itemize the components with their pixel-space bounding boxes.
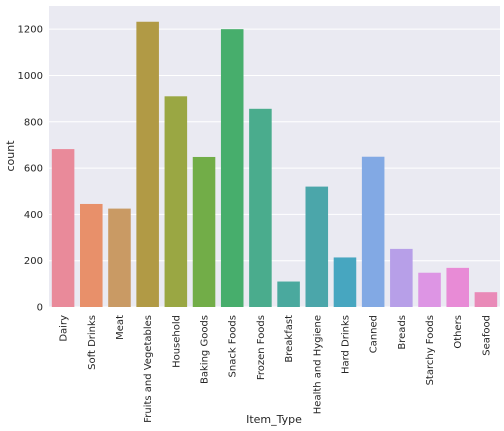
x-tick-label: Canned (369, 315, 380, 353)
bar (418, 272, 441, 307)
bar (108, 208, 131, 307)
x-tick-label: Fruits and Vegetables (143, 315, 154, 423)
y-tick-label: 1200 (18, 25, 43, 36)
bar (249, 108, 272, 308)
x-tick-label: Household (171, 315, 182, 368)
x-tick-label: Health and Hygiene (312, 315, 323, 414)
bar (474, 292, 498, 307)
bar (136, 21, 159, 307)
x-tick-label: Starchy Foods (425, 315, 436, 385)
x-tick-label: Baking Goods (200, 315, 211, 384)
y-axis-title: count (4, 140, 17, 172)
bar (220, 29, 244, 308)
y-tick-label: 800 (24, 117, 43, 128)
x-tick-label: Breakfast (284, 315, 295, 363)
y-tick-label: 0 (37, 303, 43, 314)
x-tick-label: Dairy (59, 315, 70, 342)
x-tick-label: Breads (397, 315, 408, 350)
y-tick-labels: 0 200 400 600 800 1000 1200 (18, 25, 43, 314)
y-tick-label: 600 (24, 164, 43, 175)
x-tick-label: Hard Drinks (340, 315, 351, 374)
bar (51, 149, 75, 307)
x-tick-labels: Dairy Soft Drinks Meat Fruits and Vegetable… (59, 315, 493, 423)
bar (361, 156, 385, 307)
x-tick-label: Meat (115, 315, 126, 340)
bar (390, 248, 413, 307)
bar (80, 203, 103, 307)
bars (51, 21, 498, 308)
x-tick-label: Frozen Foods (256, 315, 267, 380)
x-tick-label: Seafood (481, 315, 492, 356)
x-tick-label: Others (453, 315, 464, 349)
y-tick-label: 400 (24, 210, 43, 221)
bar (333, 257, 357, 307)
bar (305, 186, 329, 307)
bar (446, 267, 469, 307)
x-tick-label: Snack Foods (228, 315, 239, 377)
bar (192, 156, 216, 307)
y-tick-label: 1000 (18, 71, 43, 82)
y-tick-label: 200 (24, 256, 43, 267)
bar (277, 281, 300, 307)
bar (164, 96, 188, 307)
x-tick-label: Soft Drinks (87, 315, 98, 370)
x-axis-title: Item_Type (246, 413, 302, 426)
